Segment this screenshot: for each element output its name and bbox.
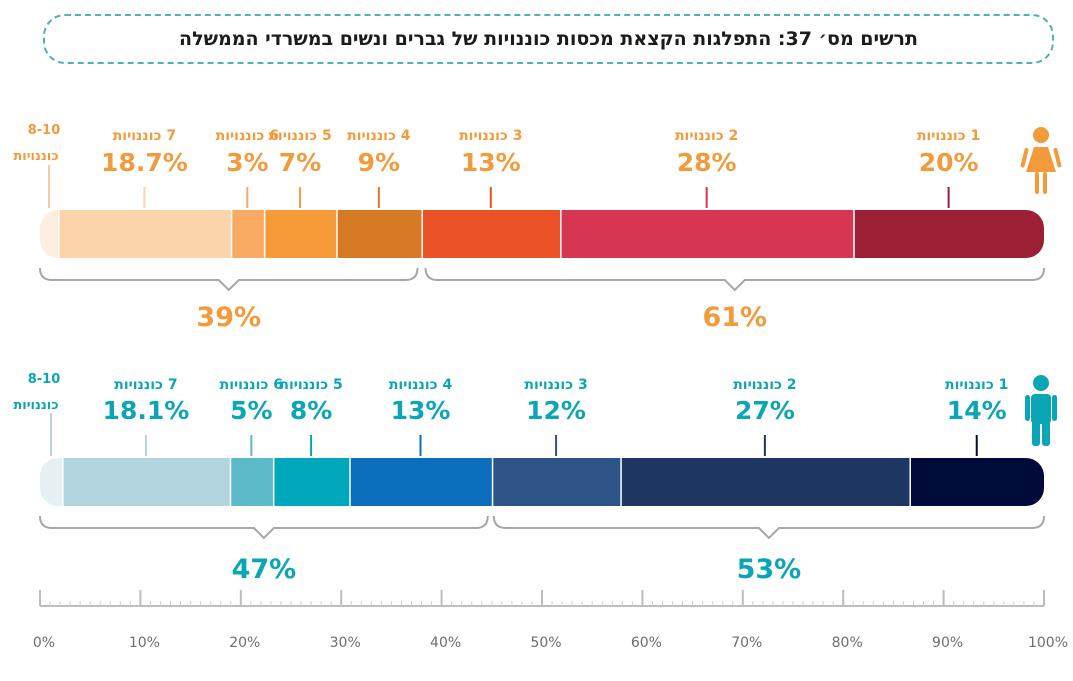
woman-icon bbox=[1020, 127, 1062, 194]
x-tick-label: 80% bbox=[832, 635, 863, 651]
segment-label: 1 כוננויות bbox=[945, 377, 1008, 393]
segment-value-label: 5% bbox=[230, 396, 272, 425]
bar-segment bbox=[229, 458, 273, 506]
segment-label: 7 כוננויות bbox=[114, 377, 177, 393]
segment-label: 8-10 bbox=[28, 123, 61, 138]
group-value-label: 53% bbox=[737, 554, 802, 585]
segment-label: 8-10 bbox=[28, 372, 61, 387]
man-icon bbox=[1025, 375, 1057, 446]
x-tick-label: 60% bbox=[631, 635, 662, 651]
bar-segment bbox=[349, 458, 492, 506]
x-tick-label: 50% bbox=[530, 635, 561, 651]
woman-icon-arm bbox=[1053, 147, 1062, 168]
stacked-bar-1 bbox=[40, 458, 1044, 506]
man-icon-arm bbox=[1052, 395, 1057, 421]
segment-value-label: 12% bbox=[526, 396, 586, 425]
x-tick-label: 20% bbox=[229, 635, 260, 651]
segment-value-label: 13% bbox=[461, 148, 521, 177]
x-tick-label: 40% bbox=[430, 635, 461, 651]
segment-label: 1 כוננויות bbox=[917, 128, 980, 144]
x-tick-label: 30% bbox=[330, 635, 361, 651]
x-tick-label: 0% bbox=[33, 635, 55, 651]
group-brace bbox=[424, 267, 1045, 292]
segment-value-label: 27% bbox=[735, 396, 795, 425]
woman-icon-dress bbox=[1026, 147, 1056, 172]
man-icon-torso bbox=[1031, 394, 1051, 424]
segment-label: כוננויות bbox=[13, 398, 58, 413]
group-value-label: 47% bbox=[232, 554, 297, 585]
bar-segment bbox=[62, 458, 230, 506]
segment-value-label: 18.1% bbox=[103, 396, 190, 425]
x-tick-label: 100% bbox=[1028, 635, 1068, 651]
x-tick-label: 10% bbox=[129, 635, 160, 651]
segment-value-label: 14% bbox=[947, 396, 1007, 425]
bar-segment bbox=[560, 210, 854, 258]
woman-icon-arm bbox=[1020, 147, 1029, 168]
group-value-label: 39% bbox=[196, 302, 261, 333]
segment-label: 3 כוננויות bbox=[459, 128, 522, 144]
segment-divider bbox=[60, 458, 64, 506]
stacked-bar-0 bbox=[40, 210, 1044, 258]
bar-segment bbox=[421, 210, 561, 258]
title-box: תרשים מס׳ 37: התפלגות הקצאת מכסות כוננוי… bbox=[43, 14, 1054, 64]
segment-value-label: 18.7% bbox=[101, 148, 188, 177]
group-brace bbox=[39, 515, 489, 540]
segment-value-label: 20% bbox=[919, 148, 979, 177]
segment-label: כוננויות bbox=[13, 149, 58, 164]
segment-label: 6 כוננויות bbox=[216, 128, 279, 144]
segment-value-label: 3% bbox=[226, 148, 268, 177]
segment-value-label: 7% bbox=[279, 148, 321, 177]
bar-segment bbox=[491, 458, 621, 506]
chart-title: תרשים מס׳ 37: התפלגות הקצאת מכסות כוננוי… bbox=[179, 28, 918, 50]
segment-label: 7 כוננויות bbox=[113, 128, 176, 144]
woman-icon-head bbox=[1033, 127, 1049, 143]
x-tick-label: 70% bbox=[731, 635, 762, 651]
segment-value-label: 13% bbox=[391, 396, 451, 425]
bar-segment bbox=[40, 458, 63, 506]
segment-label: 2 כוננויות bbox=[733, 377, 796, 393]
segment-label: 5 כוננויות bbox=[279, 377, 342, 393]
man-icon-leg bbox=[1032, 420, 1040, 446]
bar-segment bbox=[230, 210, 264, 258]
segment-value-label: 8% bbox=[290, 396, 332, 425]
bar-segment bbox=[620, 458, 910, 506]
bar-segment bbox=[263, 210, 337, 258]
woman-icon-leg bbox=[1035, 172, 1039, 194]
segment-label: 3 כוננויות bbox=[524, 377, 587, 393]
segment-label: 2 כוננויות bbox=[675, 128, 738, 144]
group-brace bbox=[492, 515, 1045, 540]
woman-icon-leg bbox=[1043, 172, 1047, 194]
bar-segment bbox=[58, 210, 231, 258]
x-tick-label: 90% bbox=[932, 635, 963, 651]
bar-segment bbox=[909, 458, 1044, 506]
segment-value-label: 9% bbox=[358, 148, 400, 177]
segment-label: 4 כוננויות bbox=[389, 377, 453, 393]
man-icon-arm bbox=[1025, 395, 1030, 421]
man-icon-head bbox=[1033, 375, 1049, 391]
bar-segment bbox=[336, 210, 422, 258]
man-icon-leg bbox=[1042, 420, 1050, 446]
segment-label: 4 כוננויות bbox=[347, 128, 411, 144]
bar-segment bbox=[40, 210, 59, 258]
bar-segment bbox=[853, 210, 1044, 258]
segment-value-label: 28% bbox=[677, 148, 737, 177]
group-value-label: 61% bbox=[702, 302, 767, 333]
segment-label: 5 כוננויות bbox=[268, 128, 331, 144]
bar-segment bbox=[272, 458, 350, 506]
segment-label: 6 כוננויות bbox=[220, 377, 283, 393]
group-brace bbox=[39, 267, 419, 292]
